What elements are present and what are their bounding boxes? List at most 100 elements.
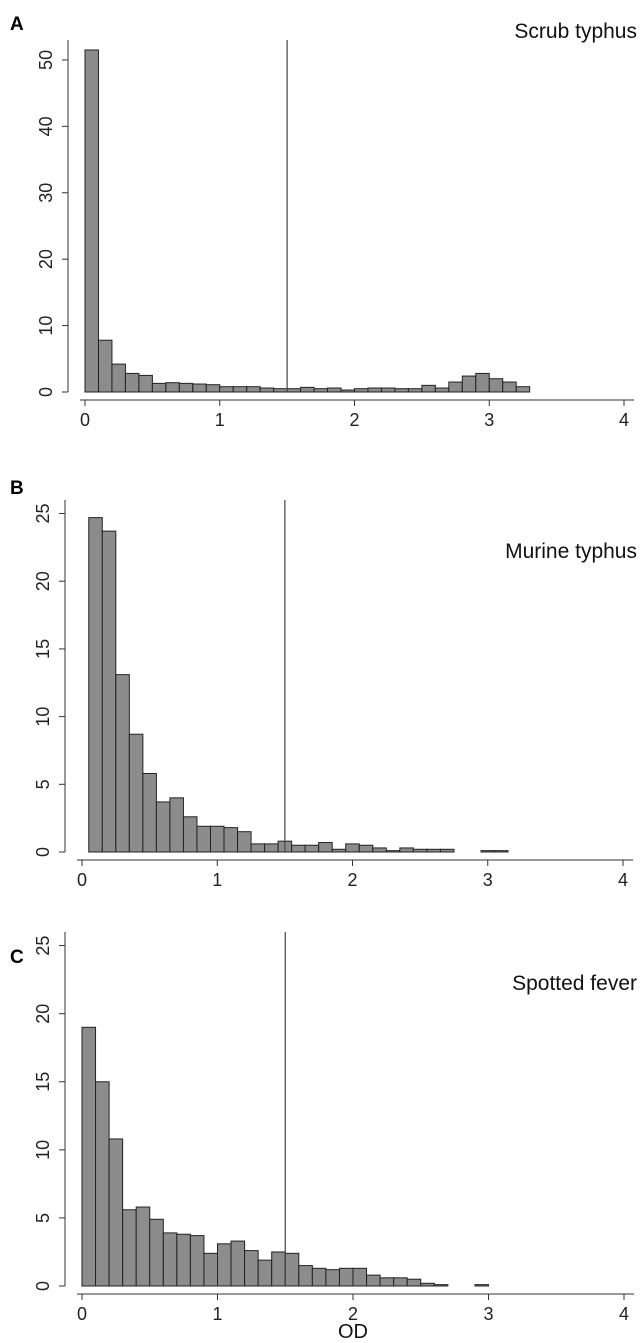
histogram-bar [338,1267,354,1287]
panel-letter: A [10,14,24,35]
y-tick-label: 0 [33,847,53,857]
histogram-bar [407,388,423,393]
histogram-bar [122,1209,137,1287]
histogram-bar [162,1232,178,1287]
histogram-bar [138,374,153,393]
histogram-bar [379,1277,395,1287]
histogram-bar [230,1240,246,1287]
y-tick-label: 20 [33,571,53,591]
histogram-bar [95,1081,110,1287]
panel-letter: C [10,947,24,968]
histogram-bar [488,378,504,393]
histogram-bar [135,1206,151,1287]
histogram-bar [273,388,288,393]
y-tick-label: 50 [36,50,56,70]
histogram-bar [358,844,374,853]
histogram-bar [448,381,463,393]
histogram-bar [192,383,207,393]
x-tick-label: 0 [80,410,90,430]
histogram-bar [372,847,387,853]
histogram-bar [394,388,409,393]
histogram-bar [176,1233,191,1287]
panel-B: B Murine typhus 0 1 2 3 4 0 5 10 15 20 25 [10,478,637,890]
histogram-bar [178,382,194,393]
histogram-bar [304,844,320,853]
histogram-bar [412,848,428,853]
histogram-bar [142,772,157,853]
histogram-bar [300,386,315,393]
x-tick-label: 3 [484,410,494,430]
histogram-bar [474,1284,490,1287]
histogram-bar [257,1259,273,1287]
histogram-bar [111,363,126,393]
histogram-bar [128,733,144,853]
histogram-bar [259,387,275,393]
y-tick-label: 10 [33,1140,53,1160]
y-tick-label: 5 [33,779,53,789]
x-tick-label: 0 [77,1304,87,1324]
histogram-bar [284,1252,300,1287]
histogram-bar [433,1284,449,1287]
histogram-bar [345,843,360,853]
histogram-bar [115,674,130,853]
histogram-bar [196,825,211,853]
y-tick-label: 20 [33,1004,53,1024]
y-tick-label: 10 [36,316,56,336]
histogram-bar [203,1252,218,1287]
y-tick-label: 0 [36,387,56,397]
histogram-bar [461,375,477,393]
histogram-bar [88,517,103,853]
histogram-bar [151,382,167,393]
y-tick-label: 10 [33,707,53,727]
histogram-bar [393,1277,408,1287]
histogram-bar [352,1267,368,1287]
histogram-bar [223,827,239,853]
histogram-bar [165,382,180,393]
histogram-bar [84,49,99,393]
histogram-bar [331,848,347,853]
histogram-bar [124,372,140,393]
x-tick-label: 0 [77,870,87,890]
histogram-bar [244,1250,259,1287]
histogram-bar [286,388,302,393]
x-tick-label: 3 [483,870,493,890]
y-tick-label: 25 [33,504,53,524]
histogram-bar [311,1267,327,1287]
histogram-bar [237,831,252,853]
series-label: Murine typhus [505,540,637,563]
histogram-bar [502,381,517,393]
histogram-bar [298,1265,313,1287]
panel-C: C Spotted fever 0 1 2 3 4 0 5 10 15 20 25 OD [10,932,637,1343]
histogram-bar [494,850,509,853]
histogram-bar [291,844,306,853]
histogram-bar [325,1269,340,1287]
histogram-bar [380,387,396,393]
histogram-bar [421,384,436,393]
histogram-bar [366,1274,381,1287]
x-tick-label: 2 [348,1304,358,1324]
y-tick-label: 5 [33,1213,53,1223]
histogram-bar [439,848,455,853]
histogram-bar [209,825,225,853]
histogram-bar [426,848,441,853]
histogram-bar [250,843,266,853]
histogram-bar [205,384,221,393]
x-tick-label: 2 [347,870,357,890]
y-tick-label: 25 [33,936,53,956]
histogram-bar [182,816,198,853]
histogram-bar [367,387,382,393]
y-tick-label: 30 [36,183,56,203]
x-tick-label: 4 [619,1304,629,1324]
histogram-bar [420,1282,435,1287]
histogram-bar [81,1026,97,1287]
histogram-bar [406,1278,422,1287]
y-tick-label: 0 [33,1281,53,1291]
x-tick-label: 1 [212,1304,222,1324]
histogram-bar [327,387,342,393]
histogram-bar [246,386,261,393]
histogram-bar [101,530,117,853]
histogram-bar [340,389,355,393]
series-label: Scrub typhus [514,20,637,43]
